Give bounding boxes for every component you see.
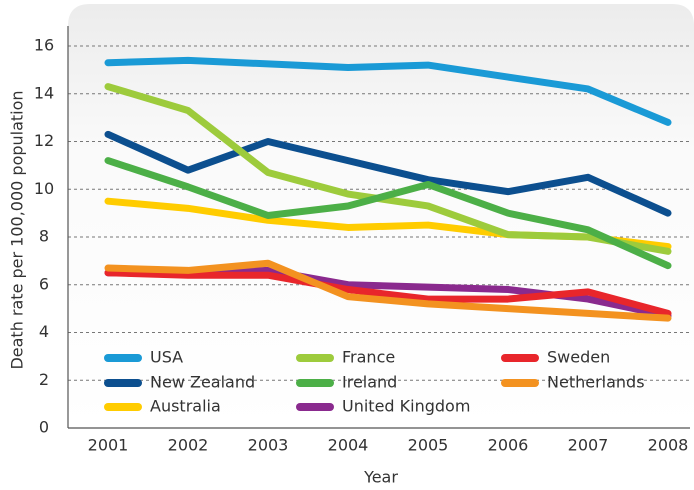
series-line bbox=[104, 157, 672, 270]
x-tick-label: 2002 bbox=[168, 436, 209, 455]
x-tick-label: 2007 bbox=[568, 436, 609, 455]
x-tick-label: 2005 bbox=[408, 436, 449, 455]
y-tick-label: 2 bbox=[39, 370, 49, 389]
legend-label: USA bbox=[150, 348, 183, 367]
x-tick-label: 2003 bbox=[248, 436, 289, 455]
y-tick-label: 4 bbox=[39, 322, 49, 341]
series-line bbox=[104, 130, 672, 217]
plot-background bbox=[68, 4, 694, 430]
y-tick-label: 12 bbox=[34, 131, 54, 150]
y-tick-label: 10 bbox=[34, 179, 54, 198]
series-line bbox=[104, 83, 672, 255]
legend-label: Netherlands bbox=[547, 373, 645, 392]
x-tick-label: 2004 bbox=[328, 436, 369, 455]
y-tick-label: 8 bbox=[39, 227, 49, 246]
x-tick-label: 2001 bbox=[88, 436, 129, 455]
legend-label: Australia bbox=[150, 397, 221, 416]
series-line bbox=[104, 259, 672, 322]
legend-label: Ireland bbox=[342, 373, 397, 392]
legend-label: New Zealand bbox=[150, 373, 255, 392]
series-line bbox=[104, 269, 672, 317]
x-axis-label: Year bbox=[363, 468, 398, 487]
series-line bbox=[104, 56, 672, 126]
x-tick-label: 2006 bbox=[488, 436, 529, 455]
legend-label: France bbox=[342, 348, 395, 367]
legend-label: Sweden bbox=[547, 348, 610, 367]
legend-label: United Kingdom bbox=[342, 397, 470, 416]
y-tick-label: 14 bbox=[34, 83, 54, 102]
y-tick-label: 16 bbox=[34, 36, 54, 55]
y-tick-label: 0 bbox=[39, 418, 49, 437]
y-axis-label: Death rate per 100,000 population bbox=[8, 90, 27, 369]
x-tick-label: 2008 bbox=[648, 436, 689, 455]
y-tick-label: 6 bbox=[39, 274, 49, 293]
